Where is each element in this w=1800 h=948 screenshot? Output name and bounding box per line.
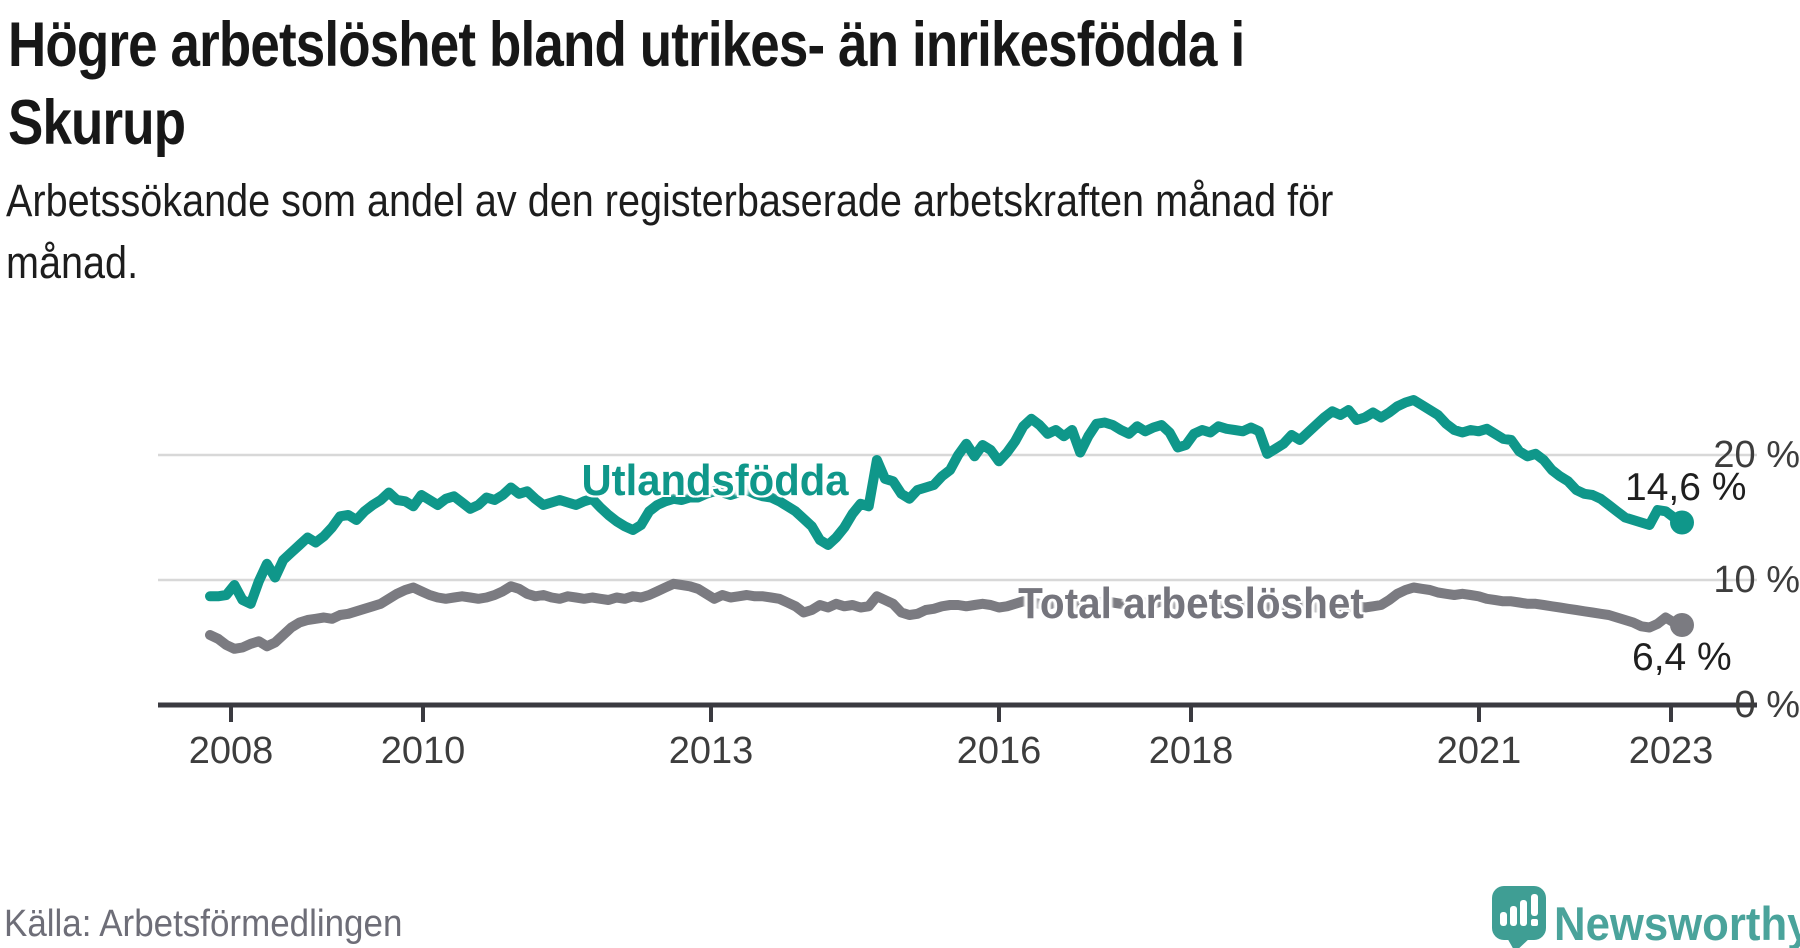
x-tick-label: 2013: [668, 730, 754, 772]
x-axis-ticks: [229, 705, 1673, 722]
bar-chart-glyph-bar3: [1520, 900, 1527, 926]
foreign-born-line: [205, 395, 1687, 609]
source-note: Källa: Arbetsförmedlingen: [4, 903, 403, 945]
y-tick-label: 0 %: [1734, 684, 1800, 726]
page-subtitle-line1: Arbetssökande som andel av den registerb…: [6, 175, 1334, 226]
series-label-total: Total arbetslöshet: [1018, 579, 1364, 628]
x-tick-label: 2010: [380, 730, 466, 772]
x-tick-label: 2018: [1148, 730, 1234, 772]
page-title-line2: Skurup: [8, 88, 186, 158]
newsworthy-chart-bubble-icon: [1492, 886, 1546, 948]
page-title: Högre arbetslöshet bland utrikes- än inr…: [8, 6, 1513, 162]
page-subtitle: Arbetssökande som andel av den registerb…: [6, 170, 1583, 294]
x-tick-label: 2008: [188, 730, 274, 772]
exclamation-dot: [1531, 919, 1538, 926]
x-tick-label: 2023: [1628, 730, 1714, 772]
page-subtitle-line2: månad.: [6, 237, 139, 288]
exclamation-glyph: [1531, 894, 1538, 916]
total-end-dot: [1670, 613, 1694, 637]
bar-chart-glyph-bar2: [1510, 906, 1517, 926]
total-unemployment-line: [205, 578, 1687, 654]
bar-chart-glyph-bar1: [1500, 912, 1507, 926]
x-tick-label: 2016: [956, 730, 1042, 772]
brand-wordmark: Newsworthy: [1554, 897, 1800, 948]
x-tick-label: 2021: [1436, 730, 1522, 772]
series-label-foreign-born: Utlandsfödda: [581, 456, 849, 505]
end-value-total: 6,4 %: [1632, 636, 1732, 679]
y-tick-label: 10 %: [1713, 559, 1800, 601]
end-value-foreign-born: 14,6 %: [1625, 466, 1747, 509]
y-tick-label: 20 %: [1713, 434, 1800, 476]
page-title-line1: Högre arbetslöshet bland utrikes- än inr…: [8, 10, 1245, 80]
foreign-born-end-dot: [1670, 510, 1694, 535]
gridlines: [158, 453, 1757, 582]
